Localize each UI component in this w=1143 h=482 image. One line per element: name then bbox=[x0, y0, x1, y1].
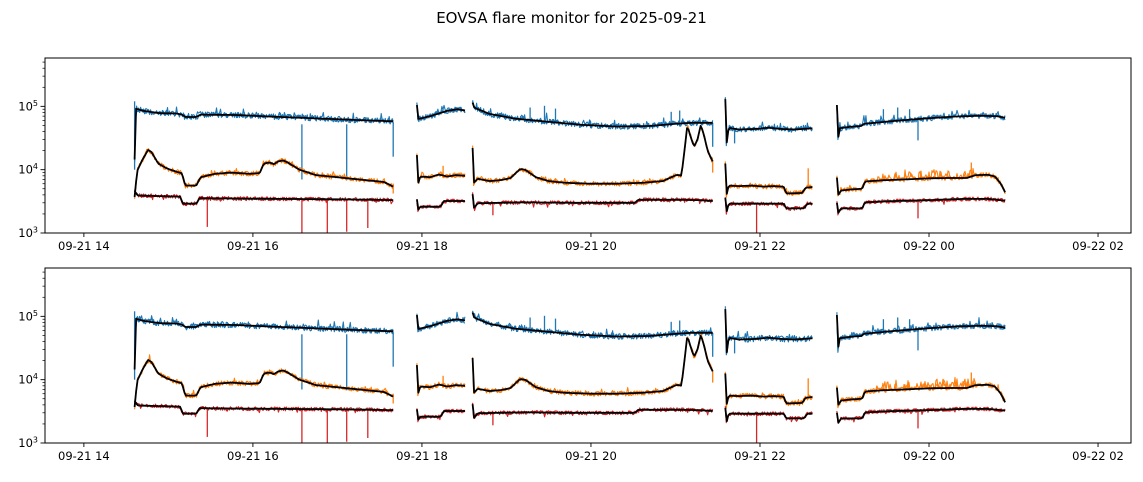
x-tick-label: 09-21 16 bbox=[227, 239, 279, 253]
y-tick-label: 105 bbox=[18, 99, 38, 114]
panel-2-series-blue-data bbox=[134, 306, 1006, 370]
panel-1-series-blue-data bbox=[134, 97, 1006, 162]
x-tick-label: 09-21 14 bbox=[58, 449, 110, 463]
panel-1-series-blue-smoothed bbox=[133, 99, 1006, 160]
panel-1-y-axis: 103 104 105 bbox=[18, 61, 45, 241]
x-tick-label: 09-22 02 bbox=[1072, 449, 1124, 463]
panel-2: 09-21 14 09-21 16 09-21 18 09-21 20 09-21 22… bbox=[18, 267, 1132, 463]
y-tick-label: 105 bbox=[18, 309, 38, 324]
panel-2-x-axis: 09-21 14 09-21 16 09-21 18 09-21 20 09-21 22… bbox=[58, 443, 1124, 463]
panel-2-series-orange-smoothed bbox=[133, 335, 1006, 408]
x-tick-label: 09-21 22 bbox=[734, 449, 786, 463]
x-tick-label: 09-21 20 bbox=[565, 239, 617, 253]
panel-2-series-blue-data bbox=[134, 310, 1006, 370]
x-tick-label: 09-21 18 bbox=[396, 449, 448, 463]
x-tick-label: 09-21 14 bbox=[58, 239, 110, 253]
figure-title: EOVSA flare monitor for 2025-09-21 bbox=[436, 9, 707, 27]
y-tick-label: 103 bbox=[18, 436, 38, 451]
y-tick-label: 104 bbox=[18, 162, 38, 177]
panel-1: 09-21 14 09-21 16 09-21 18 09-21 20 09-21 22… bbox=[18, 57, 1132, 253]
panel-1-series-layer bbox=[133, 97, 1006, 233]
panel-2-y-axis: 103 104 105 bbox=[18, 271, 45, 451]
y-tick-label: 104 bbox=[18, 372, 38, 387]
x-tick-label: 09-22 02 bbox=[1072, 239, 1124, 253]
x-tick-label: 09-21 22 bbox=[734, 239, 786, 253]
panel-1-series-orange-smoothed bbox=[133, 125, 1006, 198]
y-tick-label: 103 bbox=[18, 226, 38, 241]
panel-2-series-blue-smoothed bbox=[133, 309, 1006, 370]
panel-1-axes-spines bbox=[44, 57, 1132, 234]
x-tick-label: 09-21 18 bbox=[396, 239, 448, 253]
panel-2-series-red-smoothed bbox=[133, 400, 1006, 424]
x-tick-label: 09-22 00 bbox=[903, 449, 955, 463]
panel-2-series-orange-data bbox=[134, 333, 1006, 409]
panel-2-series-layer bbox=[133, 306, 1006, 443]
panel-2-axes-spines bbox=[44, 267, 1132, 444]
x-tick-label: 09-22 00 bbox=[903, 239, 955, 253]
panel-1-x-axis: 09-21 14 09-21 16 09-21 18 09-21 20 09-21 22… bbox=[58, 233, 1124, 253]
panel-1-series-red-smoothed bbox=[133, 190, 1006, 214]
panel-1-series-blue-data bbox=[134, 97, 1006, 162]
x-tick-label: 09-21 20 bbox=[565, 449, 617, 463]
x-tick-label: 09-21 16 bbox=[227, 449, 279, 463]
panel-1-series-orange-data bbox=[134, 124, 1006, 197]
